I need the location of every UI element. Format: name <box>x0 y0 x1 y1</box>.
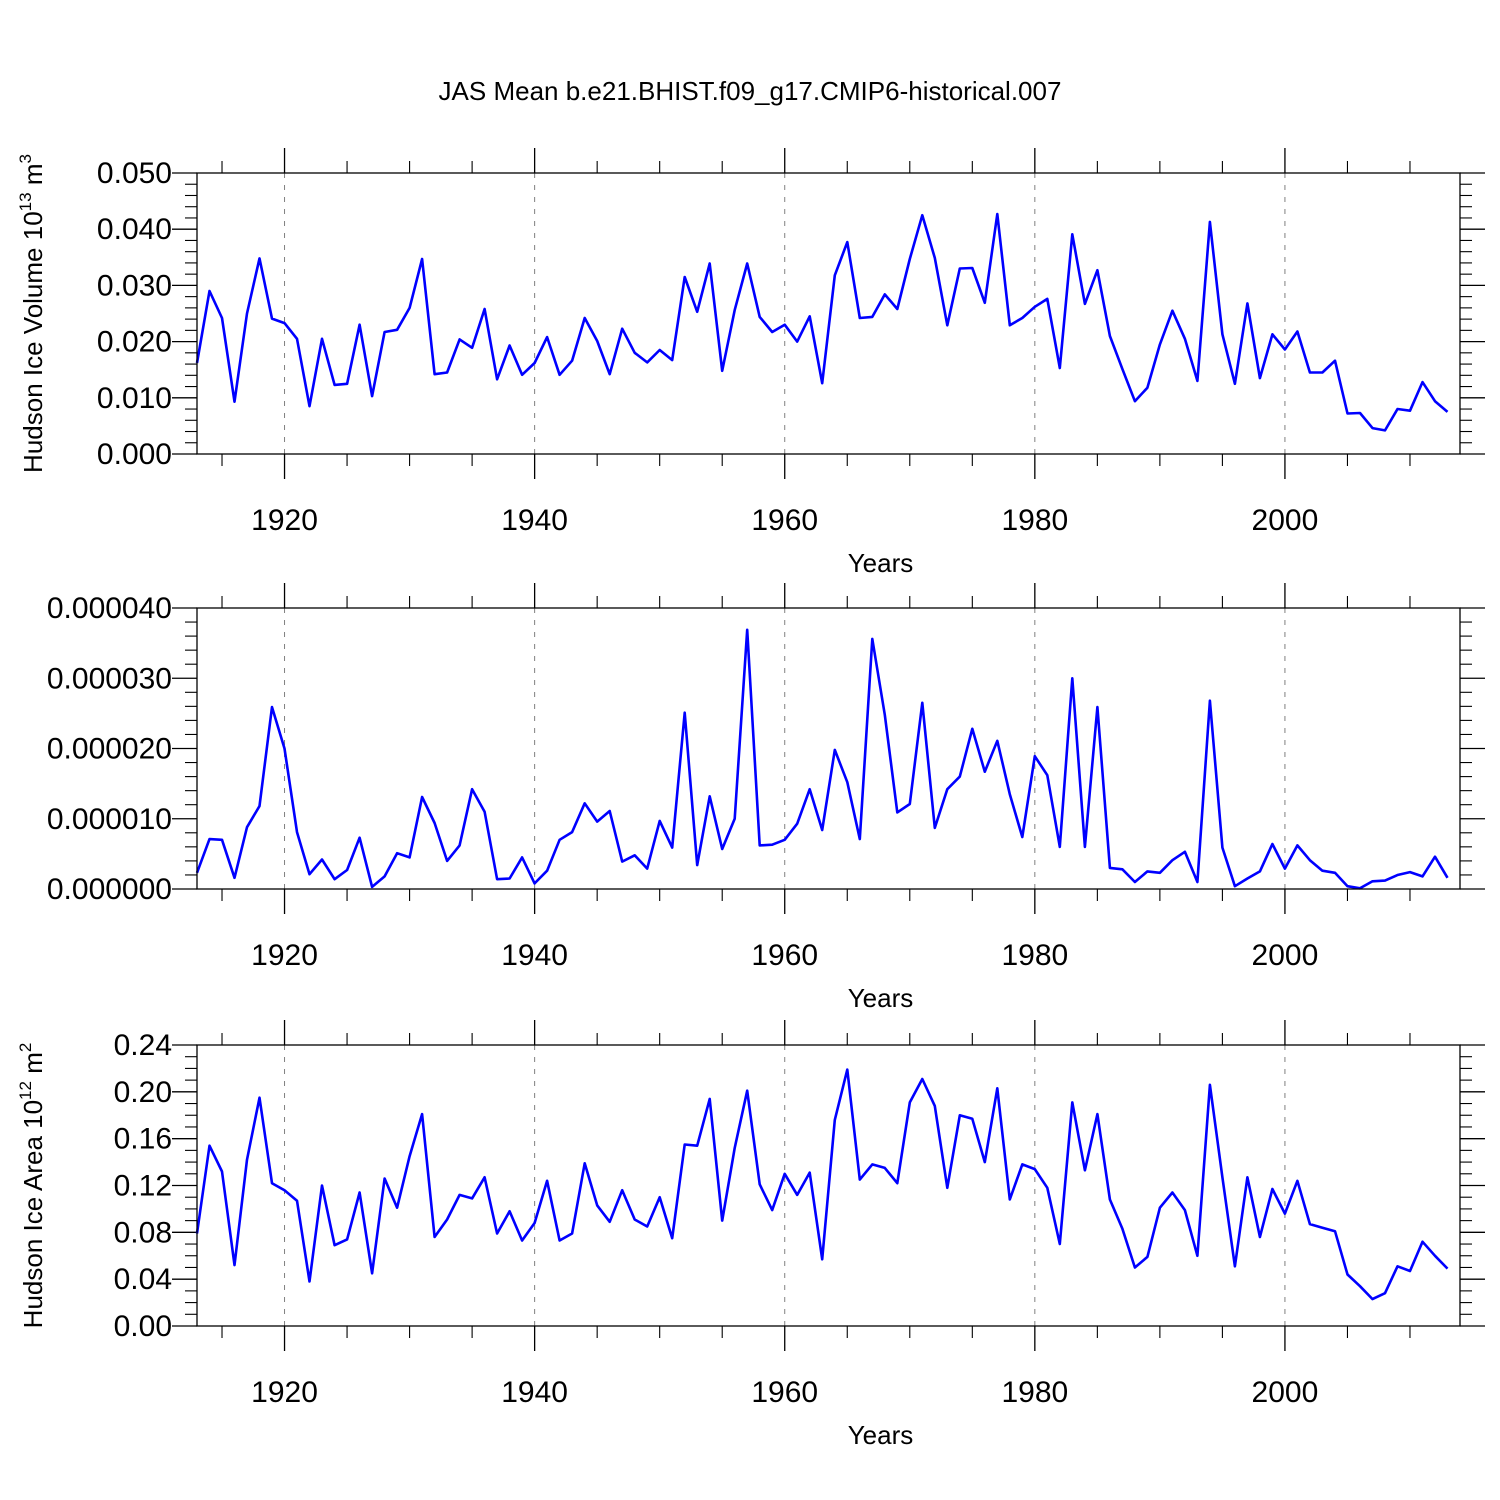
x-tick-label: 1920 <box>251 504 318 537</box>
x-tick-label: 1920 <box>251 939 318 972</box>
area-ylabel-sup1: 12 <box>16 1081 35 1100</box>
volume-ylabel-main: Hudson Ice Volume 10 <box>18 211 48 473</box>
middle-x-axis-label: Years <box>848 983 914 1013</box>
middle-panel: 0.000000 0.000010 0.000020 0.000030 0.000040… <box>47 583 1485 1013</box>
x-tick-label: 2000 <box>1252 1376 1319 1409</box>
middle-plot-frame <box>196 607 1461 890</box>
y-tick-label: 0.010 <box>97 382 172 415</box>
area-ylabel-sup2: 2 <box>16 1043 35 1052</box>
middle-vgrid <box>284 608 1286 889</box>
area-x-tick-labels: 1920 1940 1960 1980 2000 <box>251 1376 1318 1409</box>
x-tick-label: 1960 <box>751 504 818 537</box>
volume-y-tick-labels: 0.000 0.010 0.020 0.030 0.040 0.050 <box>97 157 172 471</box>
area-x-axis-label: Years <box>848 1420 914 1450</box>
x-tick-label: 1980 <box>1001 504 1068 537</box>
area-y-tick-labels: 0.00 0.04 0.08 0.12 0.16 0.20 0.24 <box>114 1029 172 1343</box>
area-panel: 0.00 0.04 0.08 0.12 0.16 0.20 0.24 1920 1940 196… <box>16 1020 1485 1450</box>
area-ticks <box>172 1020 1485 1351</box>
y-tick-label: 0.040 <box>97 213 172 246</box>
volume-ylabel-sup1: 13 <box>16 192 35 211</box>
middle-x-tick-labels: 1920 1940 1960 1980 2000 <box>251 939 1318 972</box>
volume-vgrid <box>284 173 1286 454</box>
x-tick-label: 1960 <box>751 939 818 972</box>
y-tick-label: 0.24 <box>114 1029 172 1062</box>
volume-plot-frame <box>196 172 1461 455</box>
volume-ylabel-unit: m <box>18 164 48 193</box>
area-series-line <box>195 1068 1449 1301</box>
x-tick-label: 1920 <box>251 1376 318 1409</box>
x-tick-label: 1940 <box>501 504 568 537</box>
middle-series-line <box>195 628 1449 890</box>
volume-ticks <box>172 148 1485 479</box>
y-tick-label: 0.000020 <box>47 733 172 766</box>
volume-x-axis-label: Years <box>848 548 914 578</box>
y-tick-label: 0.00 <box>114 1310 172 1343</box>
area-vgrid <box>284 1045 1286 1326</box>
y-tick-label: 0.030 <box>97 269 172 302</box>
x-tick-label: 2000 <box>1252 939 1319 972</box>
y-tick-label: 0.000 <box>97 438 172 471</box>
x-tick-label: 1940 <box>501 1376 568 1409</box>
y-tick-label: 0.04 <box>114 1263 172 1296</box>
figure-title: JAS Mean b.e21.BHIST.f09_g17.CMIP6-histo… <box>439 76 1062 106</box>
volume-series-line <box>195 212 1449 432</box>
x-tick-label: 1960 <box>751 1376 818 1409</box>
area-y-axis-label: Hudson Ice Area 1012 m2 <box>16 1043 48 1329</box>
x-tick-label: 1980 <box>1001 939 1068 972</box>
x-tick-label: 1940 <box>501 939 568 972</box>
middle-y-tick-labels: 0.000000 0.000010 0.000020 0.000030 0.000040 <box>47 592 172 906</box>
x-tick-label: 1980 <box>1001 1376 1068 1409</box>
y-tick-label: 0.020 <box>97 326 172 359</box>
middle-ticks <box>172 583 1485 914</box>
y-tick-label: 0.000010 <box>47 803 172 836</box>
volume-ylabel-sup2: 3 <box>16 154 35 163</box>
y-tick-label: 0.08 <box>114 1216 172 1249</box>
area-plot-frame <box>196 1044 1461 1327</box>
y-tick-label: 0.12 <box>114 1170 172 1203</box>
y-tick-label: 0.000030 <box>47 662 172 695</box>
y-tick-label: 0.16 <box>114 1123 172 1156</box>
volume-x-tick-labels: 1920 1940 1960 1980 2000 <box>251 504 1318 537</box>
y-tick-label: 0.000000 <box>47 873 172 906</box>
area-ylabel-unit: m <box>18 1052 48 1081</box>
y-tick-label: 0.20 <box>114 1076 172 1109</box>
volume-y-axis-label: Hudson Ice Volume 1013 m3 <box>16 154 48 473</box>
area-ylabel-main: Hudson Ice Area 10 <box>18 1100 48 1328</box>
y-tick-label: 0.050 <box>97 157 172 190</box>
x-tick-label: 2000 <box>1252 504 1319 537</box>
y-tick-label: 0.000040 <box>47 592 172 625</box>
